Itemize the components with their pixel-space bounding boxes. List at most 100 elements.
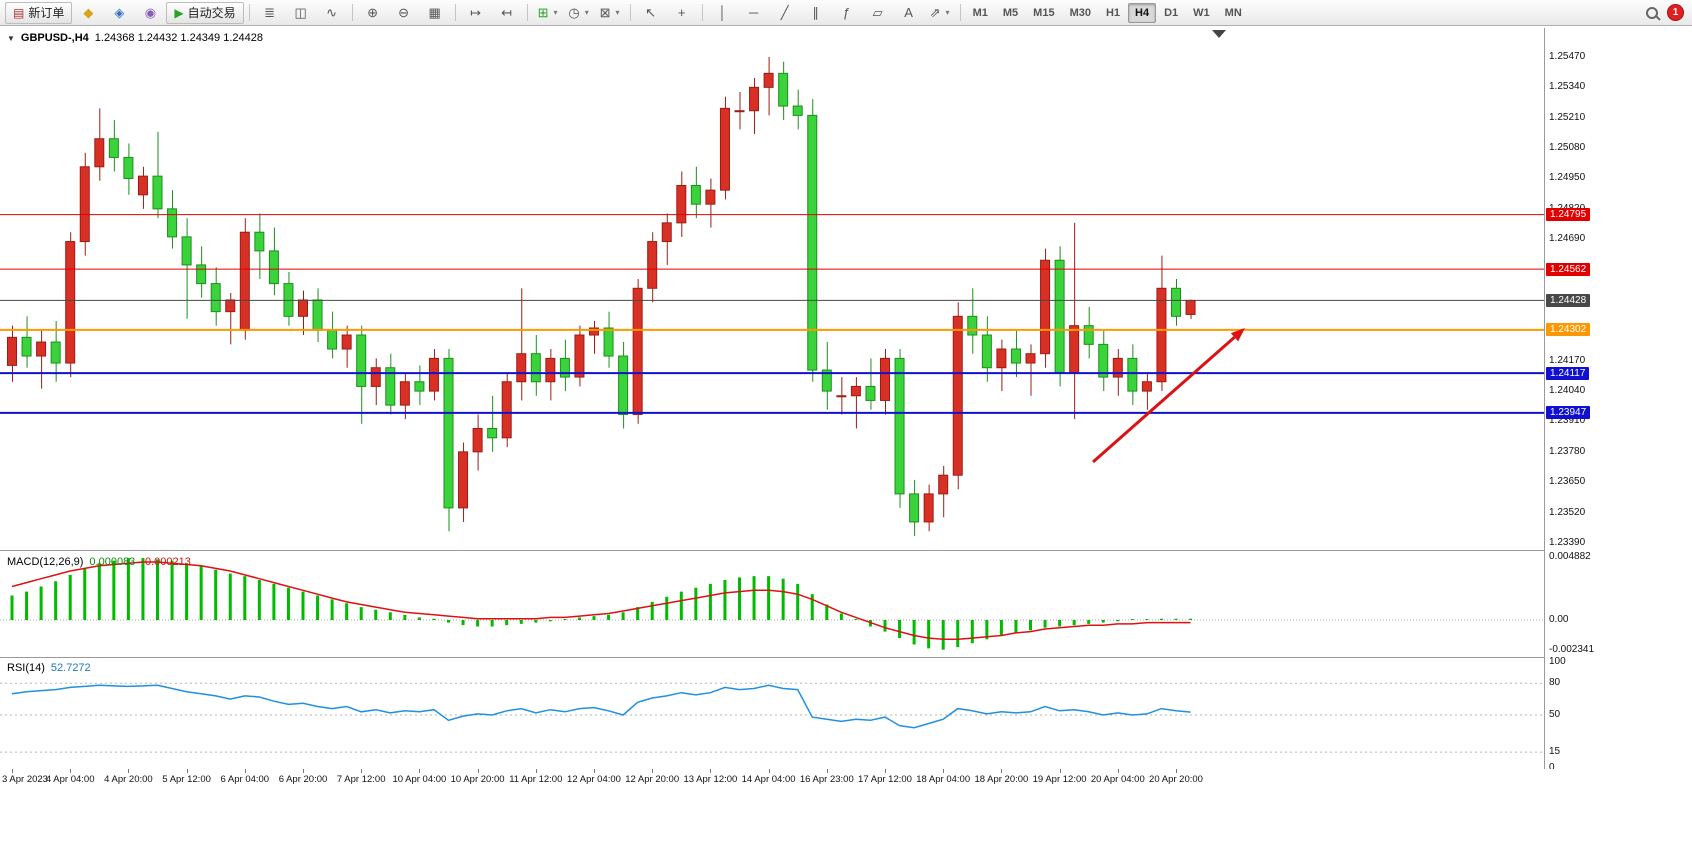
candlestick-chart-icon: ◫ [294, 5, 307, 20]
price-level-badge: 1.24302 [1546, 323, 1591, 337]
time-tick [419, 769, 421, 773]
time-tick [128, 769, 130, 773]
zoom-in-button[interactable]: ⊕ [358, 2, 388, 24]
time-tick [1176, 769, 1177, 773]
search-button[interactable] [1641, 3, 1663, 23]
chart-shift-marker [1212, 30, 1226, 38]
terminal-button[interactable]: ◉ [135, 2, 165, 24]
trendline-button[interactable]: ╱ [770, 2, 800, 24]
timeframe-button-w1[interactable]: W1 [1193, 6, 1210, 19]
time-axis-label: 19 Apr 12:00 [1032, 774, 1087, 785]
price-tick-label: 1.24170 [1549, 354, 1586, 366]
time-tick [186, 769, 188, 773]
time-axis-label: 4 Apr 04:00 [45, 774, 95, 785]
cursor-icon: ↖ [645, 5, 657, 20]
candlestick-chart-button[interactable]: ◫ [286, 2, 316, 24]
macd-main-value: 0.000083 [89, 556, 136, 568]
price-tick-label: 1.23780 [1549, 445, 1586, 457]
time-axis[interactable]: 3 Apr 2023 4 Apr 04:00 4 Apr 20:00 5 Apr 12… [0, 769, 1692, 793]
timeframe-button-h1[interactable]: H1 [1105, 6, 1121, 19]
bar-chart-icon: ≣ [264, 5, 276, 20]
macd-indicator-canvas[interactable] [0, 552, 1544, 656]
time-axis-label: 18 Apr 20:00 [974, 774, 1029, 785]
macd-scale-label: 0.004882 [1549, 551, 1591, 563]
new-chart-button[interactable]: ⊞ ▾ [533, 2, 563, 24]
notification-badge[interactable]: 1 [1667, 4, 1684, 21]
fibonacci-button[interactable]: ƒ [832, 2, 862, 24]
time-tick [1001, 769, 1003, 773]
price-tick-label: 1.25210 [1549, 111, 1586, 123]
time-axis-label: 12 Apr 04:00 [567, 774, 621, 785]
rsi-label: RSI(14) [7, 662, 45, 674]
channel-button[interactable]: ∥ [801, 2, 831, 24]
rsi-panel-title: RSI(14) 52.7272 [7, 662, 91, 674]
time-axis-label: 6 Apr 20:00 [278, 774, 328, 785]
macd-panel-splitter[interactable] [0, 550, 1692, 551]
navigator-button[interactable]: ◈ [104, 2, 134, 24]
timeframe-button-mn[interactable]: MN [1224, 6, 1242, 19]
price-tick-label: 1.25470 [1549, 50, 1586, 62]
time-axis-label: 18 Apr 04:00 [916, 774, 971, 785]
shapes-button[interactable]: ▱ [863, 2, 893, 24]
fibonacci-icon: ƒ [842, 5, 851, 20]
chart-collapse-icon[interactable]: ▼ [7, 33, 15, 43]
arrow-tool-button[interactable]: ⇗ ▾ [925, 2, 955, 24]
text-icon: A [904, 5, 913, 20]
market-watch-button[interactable]: ◆ [73, 2, 103, 24]
horizontal-line-button[interactable]: ─ [739, 2, 769, 24]
timeframe-button-m15[interactable]: M15 [1033, 6, 1055, 19]
price-tick-label: 1.24040 [1549, 385, 1586, 397]
price-tick-label: 1.23650 [1549, 476, 1586, 488]
timeframe-button-m1[interactable]: M1 [972, 6, 988, 19]
time-axis-label: 5 Apr 12:00 [162, 774, 211, 785]
time-axis-label: 10 Apr 20:00 [450, 774, 505, 785]
templates-button[interactable]: ⊠ ▾ [595, 2, 625, 24]
chart-shift-icon: ↤ [501, 5, 513, 20]
text-button[interactable]: A [894, 2, 924, 24]
timeframe-button-m5[interactable]: M5 [1002, 6, 1019, 19]
new-order-button[interactable]: ▤ 新订单 [5, 1, 73, 24]
time-tick [710, 769, 712, 773]
macd-scale-label: -0.002341 [1549, 644, 1595, 656]
timeframe-button-d1[interactable]: D1 [1164, 6, 1179, 19]
rsi-value: 52.7272 [50, 662, 91, 674]
time-tick [244, 769, 246, 773]
time-axis-label: 14 Apr 04:00 [741, 774, 796, 785]
vertical-line-button[interactable]: │ [708, 2, 738, 24]
search-icon [1646, 6, 1658, 19]
price-level-badge: 1.24562 [1546, 262, 1591, 276]
bar-chart-button[interactable]: ≣ [255, 2, 285, 24]
channel-icon: ∥ [812, 5, 819, 20]
autotrading-button[interactable]: ▶ 自动交易 [166, 1, 244, 24]
price-scale[interactable]: 1.254701.253401.252101.250801.249501.248… [1545, 27, 1692, 789]
price-chart-canvas[interactable] [0, 28, 1544, 550]
profiles-button[interactable]: ◷ ▾ [564, 2, 594, 24]
rsi-indicator-canvas[interactable] [0, 658, 1544, 769]
rsi-panel-splitter[interactable] [0, 657, 1692, 658]
toolbar-separator [701, 4, 703, 21]
crosshair-icon: + [677, 5, 686, 20]
vertical-line-icon: │ [718, 5, 727, 20]
zoom-out-button[interactable]: ⊖ [389, 2, 419, 24]
chevron-down-icon: ▾ [553, 8, 558, 17]
shapes-icon: ▱ [872, 5, 883, 20]
timeframe-button-m30[interactable]: M30 [1069, 6, 1091, 19]
price-tick-label: 1.23520 [1549, 506, 1586, 518]
trendline-icon: ╱ [780, 5, 789, 20]
market-watch-icon: ◆ [83, 5, 94, 20]
zoom-out-icon: ⊖ [398, 5, 410, 20]
time-tick [943, 769, 945, 773]
time-tick [885, 769, 886, 773]
time-axis-label: 20 Apr 20:00 [1149, 774, 1203, 785]
timeframe-button-h4[interactable]: H4 [1128, 2, 1157, 23]
line-chart-button[interactable]: ∿ [317, 2, 347, 24]
grid-button[interactable]: ▦ [420, 2, 450, 24]
cursor-button[interactable]: ↖ [636, 2, 666, 24]
auto-scroll-button[interactable]: ↦ [461, 2, 491, 24]
crosshair-button[interactable]: + [667, 2, 697, 24]
price-tick-label: 1.23910 [1549, 415, 1586, 427]
time-axis-label: 7 Apr 12:00 [336, 774, 386, 785]
price-level-badge: 1.23947 [1546, 406, 1591, 420]
time-tick [12, 769, 13, 773]
chart-shift-button[interactable]: ↤ [492, 2, 522, 24]
